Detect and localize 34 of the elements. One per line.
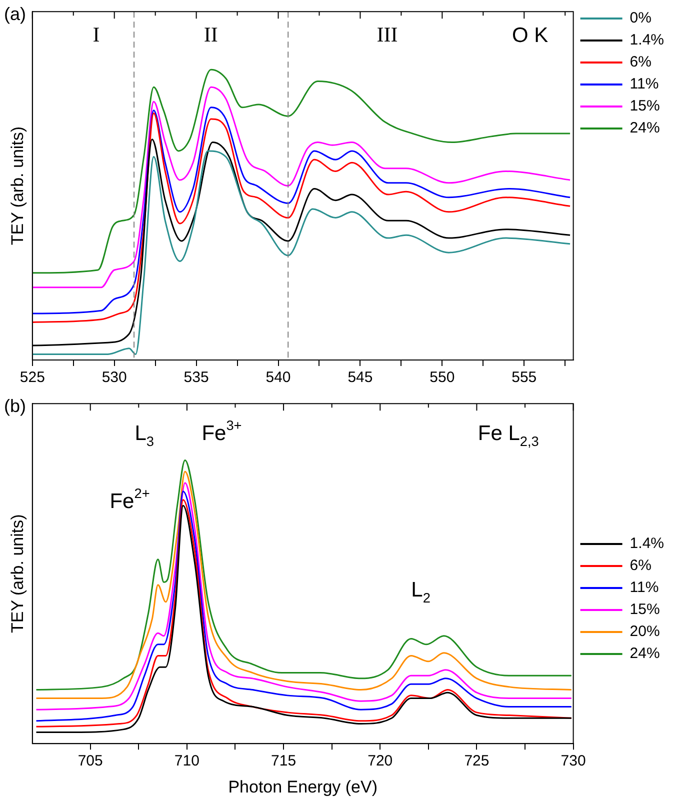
x-tick-label: 545 — [348, 369, 373, 386]
x-tick-label: 555 — [512, 369, 537, 386]
text: III — [376, 22, 398, 47]
legend-label: 11% — [630, 76, 659, 93]
x-tick-label: 705 — [78, 752, 103, 770]
x-tick-label: 540 — [266, 369, 291, 386]
legend-label: 20% — [630, 623, 660, 640]
x-tick-label: 730 — [560, 752, 586, 770]
legend-label: 0% — [630, 10, 652, 27]
x-tick-label: 535 — [184, 369, 209, 386]
legend-label: 6% — [630, 54, 652, 71]
legend-label: 24% — [630, 645, 660, 662]
legend-label: 1.4% — [630, 32, 664, 49]
x-tick-label: 710 — [174, 752, 200, 770]
x-tick-label: 715 — [271, 752, 296, 770]
text: II — [204, 22, 218, 47]
x-tick-label: 550 — [430, 369, 455, 386]
legend-label: 15% — [630, 98, 660, 115]
chart-title: (a) — [4, 4, 26, 24]
legend-label: 1.4% — [630, 535, 664, 552]
y-axis-title: TEY (arb. units) — [8, 126, 27, 246]
y-axis-title: TEY (arb. units) — [8, 514, 27, 633]
chart-title: (b) — [4, 396, 26, 416]
text: O K — [512, 24, 548, 47]
legend-label: 24% — [630, 120, 660, 137]
x-tick-label: 530 — [102, 369, 127, 386]
x-tick-label: 525 — [20, 369, 45, 386]
legend-label: 6% — [630, 557, 652, 574]
legend-label: 15% — [630, 601, 660, 618]
x-tick-label: 720 — [368, 752, 393, 770]
x-axis-title: Photon Energy (eV) — [228, 777, 378, 796]
x-tick-label: 725 — [464, 752, 490, 770]
legend-label: 11% — [630, 579, 659, 596]
text: I — [92, 22, 100, 47]
